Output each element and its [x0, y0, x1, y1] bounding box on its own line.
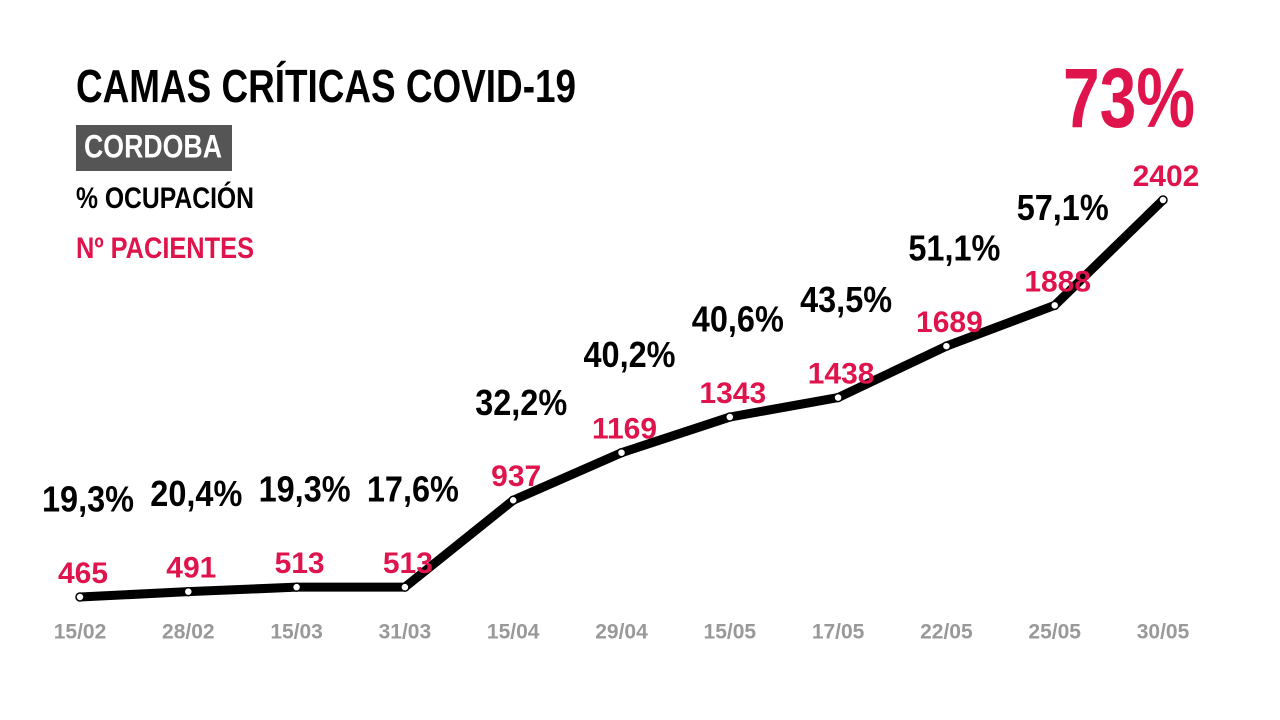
data-label: 1689 [916, 306, 983, 339]
data-label: 1343 [699, 377, 766, 410]
data-point [75, 592, 85, 602]
data-point [616, 447, 627, 458]
x-tick-label: 15/03 [270, 621, 323, 644]
percent-label: 40,2% [584, 334, 676, 375]
subtitle: CORDOBA [84, 128, 222, 164]
percent-label: 43,5% [800, 279, 892, 320]
x-tick-label: 30/05 [1137, 621, 1190, 644]
x-tick-label: 25/05 [1028, 621, 1081, 644]
data-label: 491 [166, 552, 216, 585]
data-point [725, 412, 735, 422]
percent-label: 19,3% [259, 469, 351, 510]
percent-label: 40,6% [692, 299, 784, 340]
percent-label: 51,1% [908, 228, 1000, 269]
data-label: 1888 [1024, 265, 1091, 298]
subtitle-box [76, 125, 232, 171]
legend-entry: Nº PACIENTES [76, 232, 254, 265]
x-tick-label: 15/04 [487, 621, 540, 644]
data-label: 1169 [592, 413, 657, 446]
x-tick-label: 22/05 [920, 621, 973, 644]
percent-label: 20,4% [150, 473, 242, 514]
percent-label: 17,6% [367, 469, 459, 510]
data-label: 465 [58, 557, 108, 590]
data-point [1049, 300, 1060, 311]
data-label: 1438 [808, 357, 875, 390]
data-label: 937 [491, 460, 541, 493]
highlight-value: 73% [1063, 51, 1195, 145]
data-label: 513 [383, 547, 433, 580]
legend-entry: % OCUPACIÓN [76, 181, 254, 215]
data-point [291, 582, 302, 592]
data-point [833, 392, 843, 403]
percent-label: 32,2% [475, 382, 567, 423]
percent-label: 19,3% [42, 479, 134, 520]
data-label: 2402 [1133, 160, 1200, 193]
x-tick-label: 29/04 [595, 621, 648, 644]
data-point [183, 586, 194, 597]
x-tick-label: 15/05 [704, 621, 757, 644]
x-tick-label: 28/02 [162, 621, 215, 644]
data-label: 513 [275, 547, 325, 580]
x-tick-label: 31/03 [379, 621, 432, 644]
x-tick-label: 15/02 [54, 621, 107, 644]
data-point [400, 582, 410, 592]
data-point [941, 341, 952, 351]
data-point [1158, 195, 1168, 205]
data-point [508, 495, 518, 506]
chart-title: CAMAS CRÍTICAS COVID-19 [76, 60, 576, 112]
percent-label: 57,1% [1017, 187, 1109, 228]
x-tick-label: 17/05 [812, 621, 865, 644]
